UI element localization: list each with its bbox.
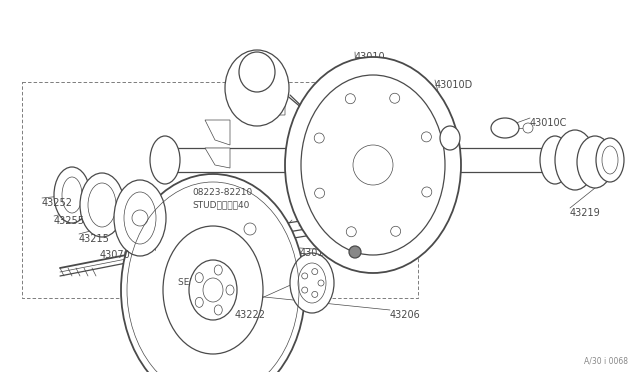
Ellipse shape bbox=[440, 126, 460, 150]
Ellipse shape bbox=[523, 123, 533, 133]
Ellipse shape bbox=[555, 130, 595, 190]
Ellipse shape bbox=[602, 146, 618, 174]
Ellipse shape bbox=[314, 133, 324, 143]
Ellipse shape bbox=[285, 57, 461, 273]
Ellipse shape bbox=[596, 138, 624, 182]
Ellipse shape bbox=[214, 265, 222, 275]
Text: 43070: 43070 bbox=[100, 250, 131, 260]
Text: 08223-82210: 08223-82210 bbox=[192, 188, 252, 197]
Ellipse shape bbox=[491, 118, 519, 138]
Ellipse shape bbox=[132, 210, 148, 226]
Ellipse shape bbox=[114, 180, 166, 256]
Ellipse shape bbox=[239, 52, 275, 92]
Polygon shape bbox=[235, 100, 255, 115]
Ellipse shape bbox=[203, 278, 223, 302]
Ellipse shape bbox=[195, 297, 204, 307]
Text: 43215: 43215 bbox=[79, 234, 110, 244]
Ellipse shape bbox=[421, 132, 431, 142]
Ellipse shape bbox=[317, 212, 327, 222]
Text: 43010C: 43010C bbox=[530, 118, 568, 128]
Text: 43010D: 43010D bbox=[435, 80, 473, 90]
Ellipse shape bbox=[540, 136, 570, 184]
Polygon shape bbox=[560, 172, 605, 180]
Ellipse shape bbox=[195, 273, 204, 283]
Text: SEE SEC.396: SEE SEC.396 bbox=[178, 278, 236, 287]
Text: 43010: 43010 bbox=[355, 52, 386, 62]
Polygon shape bbox=[265, 100, 285, 115]
Text: 43010B: 43010B bbox=[300, 248, 337, 258]
Ellipse shape bbox=[226, 285, 234, 295]
Ellipse shape bbox=[577, 136, 613, 188]
Ellipse shape bbox=[290, 253, 334, 313]
Ellipse shape bbox=[390, 93, 400, 103]
Ellipse shape bbox=[390, 226, 401, 236]
Ellipse shape bbox=[244, 223, 256, 235]
Ellipse shape bbox=[422, 187, 432, 197]
Ellipse shape bbox=[315, 188, 324, 198]
Ellipse shape bbox=[80, 173, 124, 237]
Ellipse shape bbox=[62, 177, 82, 213]
Ellipse shape bbox=[88, 183, 116, 227]
Ellipse shape bbox=[214, 305, 222, 315]
Ellipse shape bbox=[121, 174, 305, 372]
Ellipse shape bbox=[346, 94, 355, 104]
Ellipse shape bbox=[301, 75, 445, 255]
Text: A/30 i 0068: A/30 i 0068 bbox=[584, 356, 628, 365]
Ellipse shape bbox=[346, 227, 356, 237]
Ellipse shape bbox=[124, 192, 156, 244]
Ellipse shape bbox=[163, 226, 263, 354]
Ellipse shape bbox=[225, 50, 289, 126]
Ellipse shape bbox=[349, 246, 361, 258]
Text: 43252: 43252 bbox=[42, 198, 73, 208]
Polygon shape bbox=[205, 120, 230, 145]
Ellipse shape bbox=[353, 145, 393, 185]
Polygon shape bbox=[205, 148, 230, 168]
Polygon shape bbox=[560, 140, 605, 148]
Text: 43255: 43255 bbox=[54, 216, 85, 226]
Ellipse shape bbox=[150, 136, 180, 184]
Text: 43206: 43206 bbox=[390, 310, 420, 320]
Ellipse shape bbox=[54, 167, 90, 223]
Ellipse shape bbox=[189, 260, 237, 320]
Text: 43219: 43219 bbox=[570, 208, 601, 218]
Text: STUDスタッド40: STUDスタッド40 bbox=[192, 200, 250, 209]
Text: 43222: 43222 bbox=[235, 310, 266, 320]
Ellipse shape bbox=[298, 263, 326, 303]
